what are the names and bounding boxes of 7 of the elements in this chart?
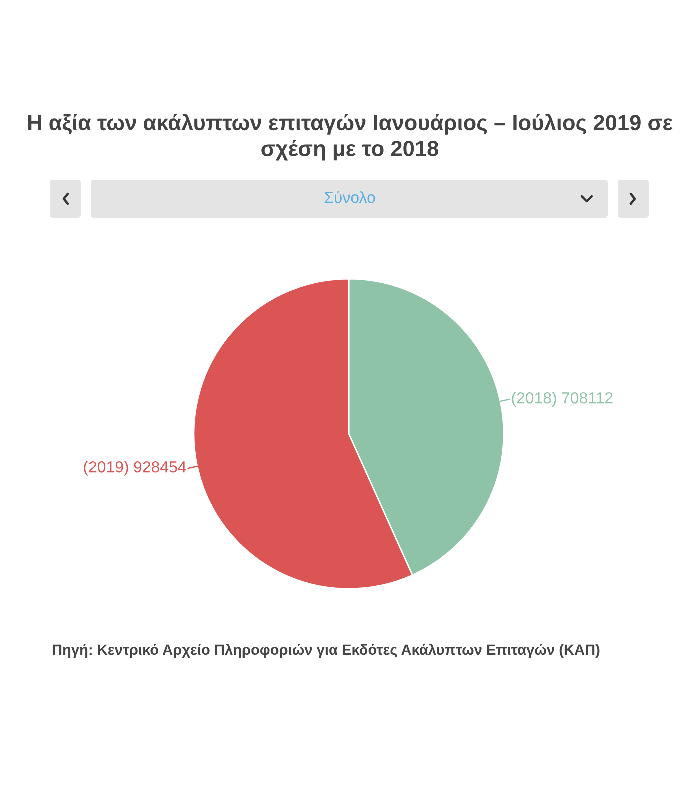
text: Πηγή: Κεντρικό Αρχείο Πληροφοριών για Εκδότες Ακάλυπτων Επιταγών (ΚΑΠ) bbox=[52, 644, 600, 658]
data-label: 708112 bbox=[562, 392, 613, 404]
slice-label: (2018) bbox=[512, 392, 556, 407]
slice-label: (2019) bbox=[84, 461, 128, 476]
data-label: 928454 bbox=[134, 461, 186, 473]
chart-subtitle: Σύνολο bbox=[324, 191, 376, 204]
chart-title: Η αξία των ακάλυπτων επιταγών Ιανουάριος – Ιούλιος 2019 σε σχέση με το 2018 bbox=[28, 114, 673, 161]
